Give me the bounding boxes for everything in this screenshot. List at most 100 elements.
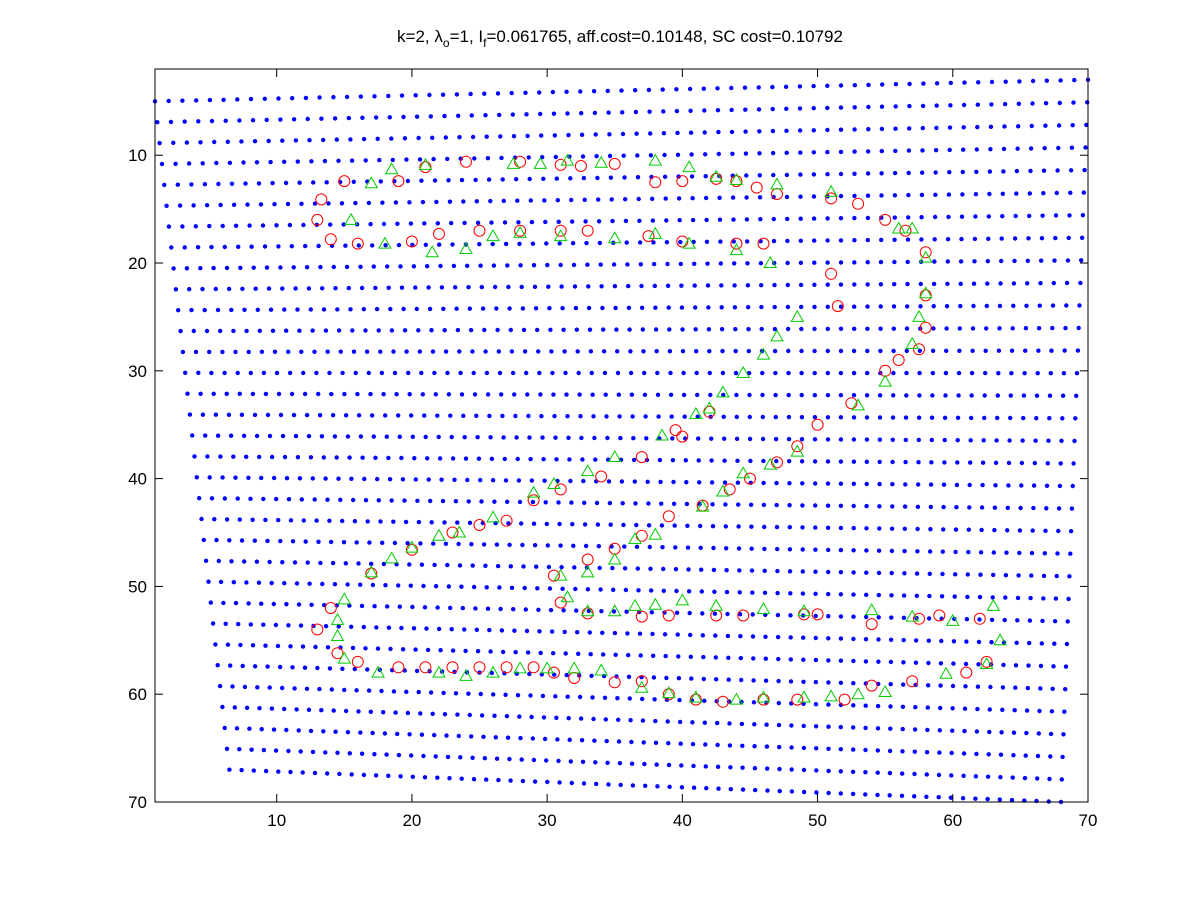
grid-point — [785, 260, 790, 266]
grid-point — [770, 106, 775, 112]
grid-point — [274, 370, 280, 376]
grid-point — [304, 686, 310, 691]
grid-point — [432, 562, 437, 568]
grid-point — [664, 675, 669, 681]
grid-point — [284, 328, 289, 333]
grid-point — [681, 370, 686, 376]
grid-point — [706, 305, 711, 310]
grid-point — [528, 456, 533, 462]
grid-point — [426, 285, 431, 290]
grid-point — [946, 214, 951, 220]
grid-point — [825, 459, 831, 464]
grid-point — [553, 435, 558, 440]
grid-point — [329, 687, 334, 692]
grid-point — [505, 263, 510, 268]
grid-point — [852, 215, 857, 221]
grid-point — [934, 103, 939, 108]
grid-point — [1071, 461, 1076, 466]
triangle-point — [371, 665, 385, 678]
grid-point — [443, 541, 449, 546]
circle-point — [960, 666, 973, 679]
circle-point — [324, 233, 337, 246]
grid-point — [274, 496, 279, 502]
grid-point — [694, 370, 699, 376]
grid-point — [556, 219, 561, 224]
grid-point — [456, 733, 461, 739]
grid-point — [979, 505, 985, 510]
grid-point — [511, 134, 517, 139]
grid-point — [532, 284, 538, 289]
triangle-point — [797, 604, 811, 617]
grid-point — [341, 222, 346, 227]
grid-point — [675, 130, 680, 136]
grid-point — [850, 769, 856, 774]
grid-point — [740, 765, 745, 770]
grid-point — [331, 708, 336, 713]
grid-point — [177, 203, 183, 208]
grid-point — [329, 391, 334, 397]
grid-point — [877, 415, 883, 420]
grid-point — [166, 98, 171, 104]
grid-point — [304, 412, 310, 418]
grid-point — [1013, 685, 1018, 690]
grid-point — [1061, 732, 1066, 737]
grid-point — [573, 586, 578, 592]
grid-point — [731, 239, 736, 244]
grid-point — [825, 304, 830, 309]
grid-point — [173, 287, 179, 292]
grid-point — [524, 112, 529, 117]
grid-point — [590, 695, 595, 700]
grid-point — [983, 348, 988, 353]
grid-point — [1036, 731, 1042, 736]
grid-point — [663, 653, 668, 659]
grid-point — [386, 93, 391, 99]
grid-point — [244, 580, 249, 585]
triangle-point — [384, 162, 399, 175]
grid-point — [209, 244, 214, 250]
circle-point — [811, 418, 824, 431]
grid-point — [327, 518, 332, 523]
grid-point — [230, 684, 235, 689]
grid-point — [691, 785, 697, 790]
grid-point — [295, 159, 300, 164]
grid-point — [347, 455, 352, 460]
grid-point — [361, 624, 366, 630]
grid-point — [1068, 551, 1073, 556]
grid-point — [530, 499, 536, 505]
grid-point — [435, 221, 440, 226]
grid-point — [252, 412, 258, 418]
grid-point — [864, 526, 869, 531]
grid-point — [904, 326, 910, 331]
grid-point — [912, 727, 918, 732]
grid-point — [386, 455, 391, 461]
grid-point — [540, 693, 546, 699]
grid-point — [551, 111, 557, 116]
grid-point — [786, 414, 792, 420]
grid-point — [751, 656, 756, 661]
grid-point — [399, 625, 404, 631]
grid-point — [372, 94, 377, 99]
grid-point — [641, 740, 646, 745]
grid-point — [677, 218, 682, 223]
grid-point — [433, 754, 438, 759]
grid-point — [476, 456, 482, 461]
grid-point — [428, 498, 433, 504]
grid-point — [285, 201, 291, 207]
grid-point — [266, 138, 271, 144]
grid-point — [732, 261, 737, 266]
grid-point — [889, 526, 895, 531]
circle-point — [635, 675, 648, 688]
grid-point — [634, 522, 639, 528]
grid-point — [813, 657, 819, 663]
grid-point — [974, 147, 979, 152]
grid-point — [876, 592, 881, 598]
grid-point — [936, 795, 941, 800]
grid-point — [176, 308, 181, 313]
grid-point — [516, 478, 522, 483]
grid-point — [457, 135, 462, 140]
grid-point — [773, 436, 779, 442]
triangle-point — [716, 484, 730, 497]
grid-point — [422, 221, 427, 226]
grid-point — [982, 415, 987, 421]
grid-point — [460, 605, 465, 611]
